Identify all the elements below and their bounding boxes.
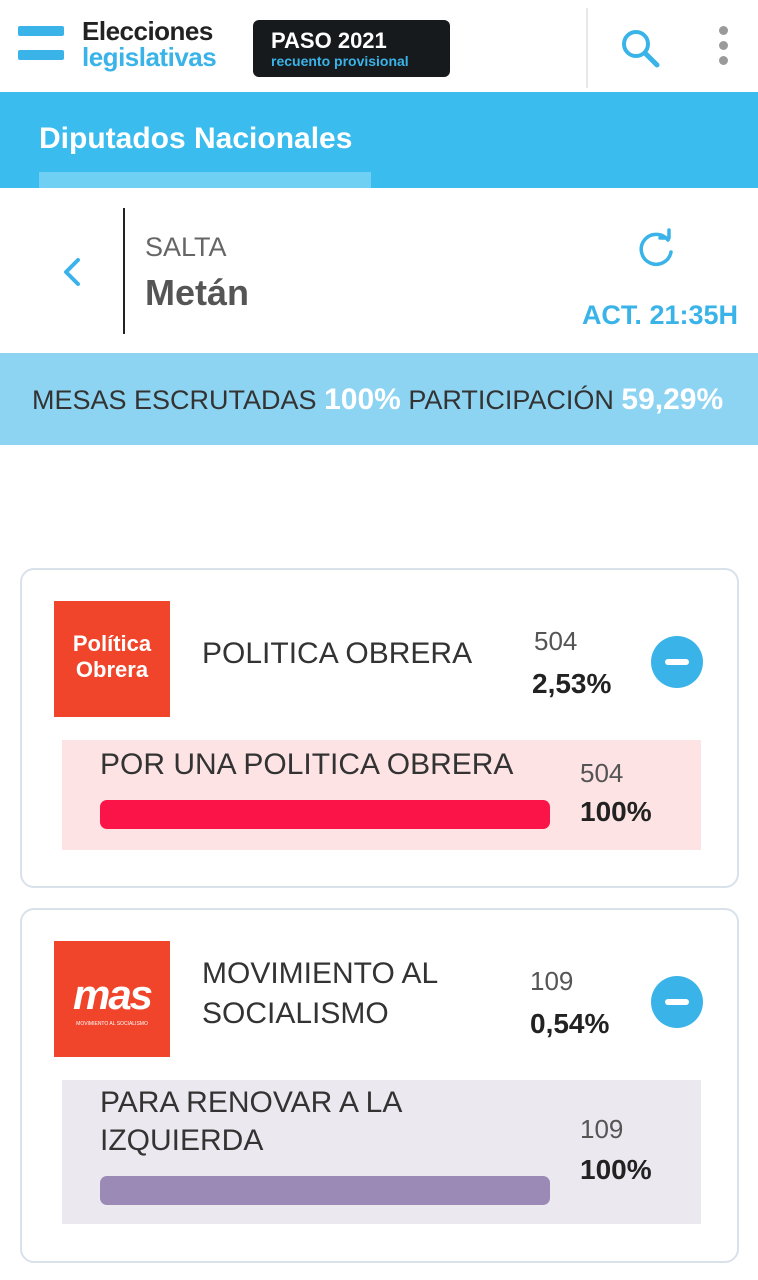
participacion-value: 59,29% [621,383,724,416]
participacion-label: PARTICIPACIÓN [408,385,614,415]
logo-line2: legislativas [82,42,217,72]
list-name-line1: PARA RENOVAR A LA [100,1086,403,1119]
party-logo: mas MOVIMIENTO AL SOCIALISMO [54,941,170,1057]
party-percent: 2,53% [532,668,612,699]
collapse-button[interactable] [651,976,703,1028]
logo-subtext: MOVIMIENTO AL SOCIALISMO [76,1021,148,1027]
last-updated: ACT. 21:35H [581,300,738,330]
list-row: POR UNA POLITICA OBRERA 504 100% [62,740,701,850]
tab-diputados-nacionales[interactable]: Diputados Nacionales [39,122,353,155]
logo-text: Política [72,631,152,656]
province-name: SALTA [145,232,227,262]
stats-line: MESAS ESCRUTADAS 100% PARTICIPACIÓN 59,2… [32,383,723,417]
refresh-icon[interactable] [634,228,678,272]
progress-bar-fill [100,800,550,829]
party-name-line1: MOVIMIENTO AL [202,957,439,990]
progress-bar-fill [100,458,292,487]
percent-value: 45,32% [557,456,652,487]
paso-badge: PASO 2021 recuento provisional [253,20,450,77]
list-votes: 109 [580,1114,624,1144]
logo-text: Obrera [75,657,149,682]
city-name: Metán [145,272,250,313]
progress-bar-fill [100,1176,550,1205]
minus-icon [665,659,689,665]
location-divider [123,208,125,334]
more-vert-icon[interactable] [712,26,734,70]
party-name: POLITICA OBRERA [202,637,473,670]
party-votes: 504 [534,626,578,656]
list-row: PARA RENOVAR A LA IZQUIERDA 109 100% [62,1080,701,1224]
party-card: Política Obrera POLITICA OBRERA 504 2,53… [20,568,739,888]
progress-bar [100,458,525,487]
minus-icon [665,999,689,1005]
progress-bar [100,1176,550,1205]
logo-text: mas [72,971,153,1018]
party-card: mas MOVIMIENTO AL SOCIALISMO MOVIMIENTO … [20,908,739,1263]
flag-logo-icon [18,26,64,64]
mesas-label: MESAS ESCRUTADAS [32,385,317,415]
party-name-line2: SOCIALISMO [202,997,389,1030]
party-percent: 0,54% [530,1008,610,1039]
mesas-value: 100% [324,383,401,416]
logo-line1: Elecciones [82,16,213,46]
progress-bar [100,800,550,829]
tab-indicator [39,172,371,188]
divider [586,8,588,88]
list-percent: 100% [580,796,652,827]
divider [62,505,701,507]
chevron-left-icon[interactable] [58,252,84,292]
top-app-bar: Elecciones legislativas PASO 2021 recuen… [0,0,758,92]
category-bar: Diputados Nacionales [0,92,758,188]
badge-title: PASO 2021 [271,28,387,53]
list-name: POR UNA POLITICA OBRERA [100,748,514,781]
location-header: SALTA Metán ACT. 21:35H [0,188,758,353]
list-name-line2: IZQUIERDA [100,1124,264,1157]
list-percent: 100% [580,1154,652,1185]
list-votes: 504 [580,758,624,788]
party-logo: Política Obrera [54,601,170,717]
party-votes: 109 [530,966,574,996]
badge-subtitle: recuento provisional [271,53,409,69]
collapse-button[interactable] [651,636,703,688]
search-icon[interactable] [620,28,660,68]
stats-bar: MESAS ESCRUTADAS 100% PARTICIPACIÓN 59,2… [0,353,758,445]
